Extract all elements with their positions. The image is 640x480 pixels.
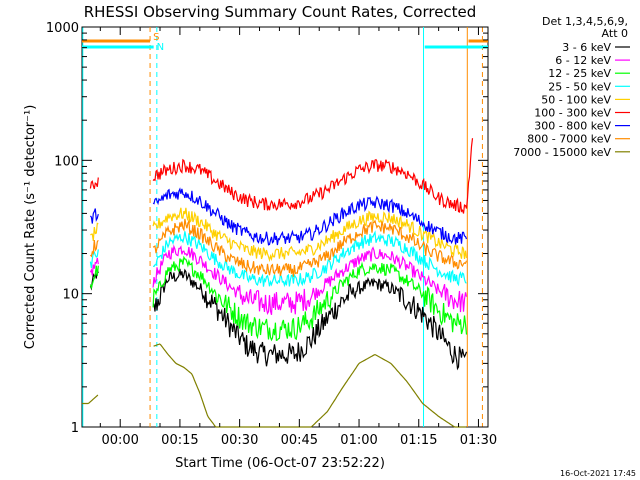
series-line: [89, 255, 468, 342]
series-line: [89, 268, 468, 371]
y-tick-label: 1000: [46, 21, 79, 36]
x-tick-label: 01:30: [460, 433, 497, 448]
legend-entry-label: 7000 - 15000 keV: [513, 146, 611, 159]
series-line: [82, 343, 467, 428]
timestamp-footer: 16-Oct-2021 17:45: [560, 469, 636, 478]
y-axis-label: Corrected Count Rate (s⁻¹ detector⁻¹): [23, 105, 38, 350]
legend-entry-label: 3 - 6 keV: [562, 41, 611, 54]
x-tick-label: 01:00: [340, 433, 377, 448]
legend-entry-label: 800 - 7000 keV: [527, 133, 611, 146]
x-tick-label: 00:45: [281, 433, 318, 448]
series-line: [89, 218, 468, 277]
vertical-markers: [82, 27, 483, 427]
legend-entry-label: 300 - 800 keV: [534, 120, 611, 133]
x-tick-label: 01:15: [400, 433, 437, 448]
chart-title: RHESSI Observing Summary Count Rates, Co…: [84, 3, 477, 21]
y-tick-label: 100: [54, 154, 79, 169]
x-tick-label: 00:30: [221, 433, 258, 448]
legend-entry-label: 50 - 100 keV: [541, 93, 611, 106]
y-axis-ticks: 1 10 100 1000: [46, 21, 488, 436]
series-line: [89, 244, 468, 316]
legend-entry-label: 25 - 50 keV: [548, 80, 611, 93]
x-axis-label: Start Time (06-Oct-07 23:52:22): [175, 456, 385, 471]
legend-entry-label: 12 - 25 keV: [548, 67, 611, 80]
series-line: [90, 207, 468, 263]
flag-label: S: [153, 32, 159, 43]
series-line: [89, 138, 474, 214]
flag-label: N: [157, 42, 164, 53]
x-tick-label: 00:15: [161, 433, 198, 448]
legend-entry-label: 100 - 300 keV: [534, 107, 611, 120]
legend-entry-label: 6 - 12 keV: [555, 54, 611, 67]
y-tick-label: 10: [62, 288, 79, 303]
legend-header: Att 0: [602, 27, 628, 40]
series-line: [89, 230, 467, 288]
x-tick-label: 00:00: [101, 433, 138, 448]
x-axis-ticks: 00:00 00:15 00:30 00:45 01:00 01:15 01:30: [99, 27, 497, 448]
series-line: [89, 187, 468, 246]
legend-header: Det 1,3,4,5,6,9,: [542, 15, 628, 28]
y-tick-label: 1: [71, 421, 79, 436]
series-lines: [82, 138, 474, 428]
flag-bars: SN: [82, 32, 488, 53]
